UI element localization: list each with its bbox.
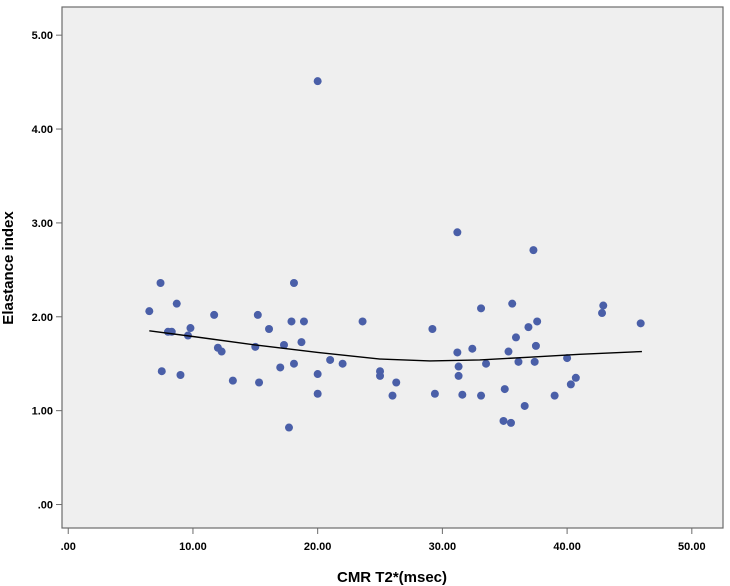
data-point [458, 390, 467, 399]
data-point [453, 228, 462, 237]
data-point [210, 310, 219, 319]
data-point [255, 378, 264, 387]
x-tick-label: .00 [61, 541, 76, 553]
data-point [531, 341, 540, 350]
data-point [376, 371, 385, 380]
data-point [279, 340, 288, 349]
data-point [477, 391, 486, 400]
data-point [533, 317, 542, 326]
data-point [598, 309, 607, 318]
data-point [453, 348, 462, 357]
data-point [529, 246, 538, 255]
plot-area [62, 7, 723, 528]
data-point [550, 391, 559, 400]
data-point [289, 278, 298, 287]
data-point [500, 385, 509, 394]
x-tick-label: 20.00 [304, 541, 332, 553]
x-tick-label: 40.00 [553, 541, 581, 553]
data-point [508, 299, 517, 308]
data-point [524, 323, 533, 332]
data-point [284, 423, 293, 432]
data-point [563, 354, 572, 363]
data-point [326, 355, 335, 364]
x-tick-label: 30.00 [429, 541, 457, 553]
plot-frame [61, 6, 724, 529]
x-tick-label: 50.00 [678, 541, 706, 553]
data-point [530, 357, 539, 366]
data-point [358, 317, 367, 326]
y-tick-label: 3.00 [32, 218, 53, 230]
data-point [297, 338, 306, 347]
data-point [454, 362, 463, 371]
y-tick-label: 5.00 [32, 30, 53, 42]
data-point [392, 378, 401, 387]
y-tick-label: 1.00 [32, 406, 53, 418]
data-point [499, 416, 508, 425]
data-point [571, 373, 580, 382]
y-tick-label: 2.00 [32, 312, 53, 324]
data-point [636, 319, 645, 328]
x-tick-label: 10.00 [179, 541, 207, 553]
y-axis-title: Elastance index [0, 211, 17, 325]
y-tick-label: 4.00 [32, 124, 53, 136]
data-point [313, 389, 322, 398]
data-point [520, 401, 529, 410]
data-point [156, 278, 165, 287]
data-point [289, 359, 298, 368]
data-point [454, 371, 463, 380]
data-point [299, 317, 308, 326]
data-point [338, 359, 347, 368]
data-point [145, 307, 154, 316]
data-point [186, 324, 195, 333]
data-point [313, 77, 322, 86]
data-point [504, 347, 513, 356]
data-point [514, 357, 523, 366]
data-point [482, 359, 491, 368]
data-point [477, 304, 486, 313]
y-tick-label: .00 [38, 500, 53, 512]
data-point [388, 391, 397, 400]
fit-line [149, 330, 642, 362]
data-point [566, 380, 575, 389]
data-point [217, 347, 226, 356]
y-axis: .00 1.00 2.00 3.00 4.00 5.00 [32, 30, 62, 512]
data-point [176, 370, 185, 379]
points-layer [145, 77, 645, 432]
data-point [157, 367, 166, 376]
data-point [428, 324, 437, 333]
x-axis-title: CMR T2*(msec) [337, 569, 447, 586]
data-point [430, 389, 439, 398]
data-point [313, 370, 322, 379]
data-point [506, 418, 515, 427]
data-point [228, 376, 237, 385]
data-point [599, 301, 608, 310]
data-point [265, 324, 274, 333]
data-point [468, 344, 477, 353]
data-point [276, 363, 285, 372]
data-point [253, 310, 262, 319]
data-point [287, 317, 296, 326]
x-axis: .00 10.00 20.00 30.00 40.00 50.00 [61, 528, 706, 553]
data-point [172, 299, 181, 308]
data-point [511, 333, 520, 342]
